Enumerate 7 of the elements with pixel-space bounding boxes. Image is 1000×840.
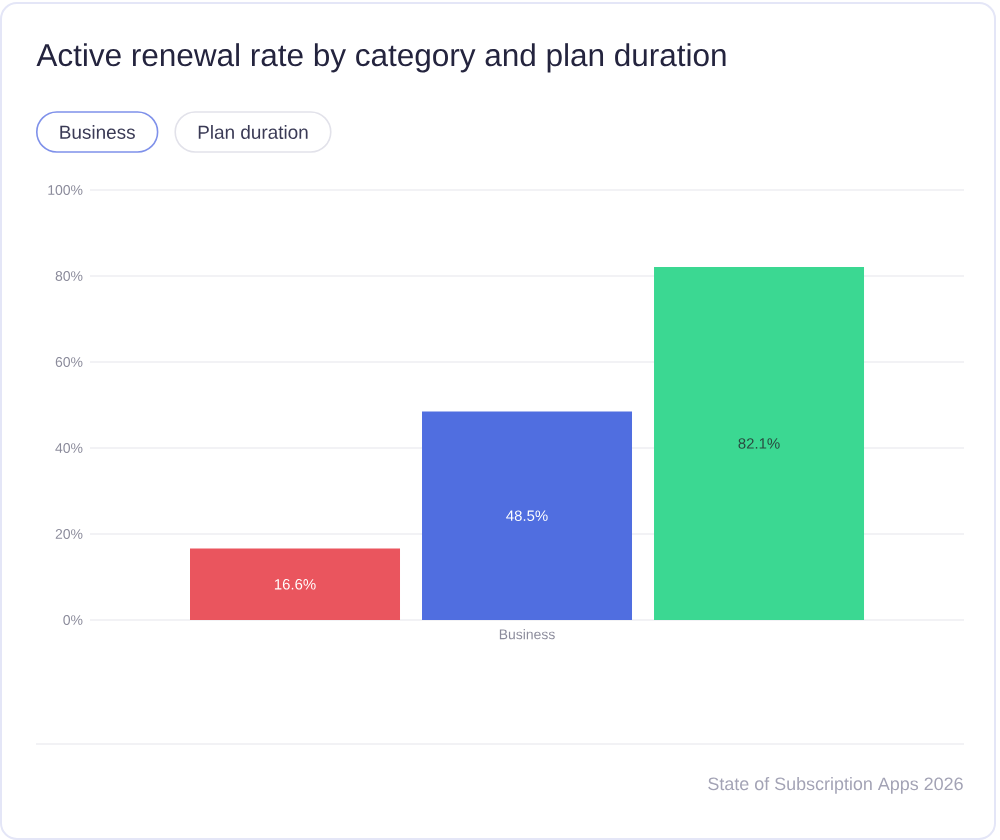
bar xyxy=(190,548,401,620)
text: Business xyxy=(60,125,135,139)
text: Plan duration xyxy=(198,125,308,139)
bar xyxy=(654,266,865,620)
text: State of Subscription Apps 2026 xyxy=(708,777,963,794)
bar xyxy=(422,411,633,620)
chart-title: Active renewal rate by category and plan duration xyxy=(36,43,726,73)
